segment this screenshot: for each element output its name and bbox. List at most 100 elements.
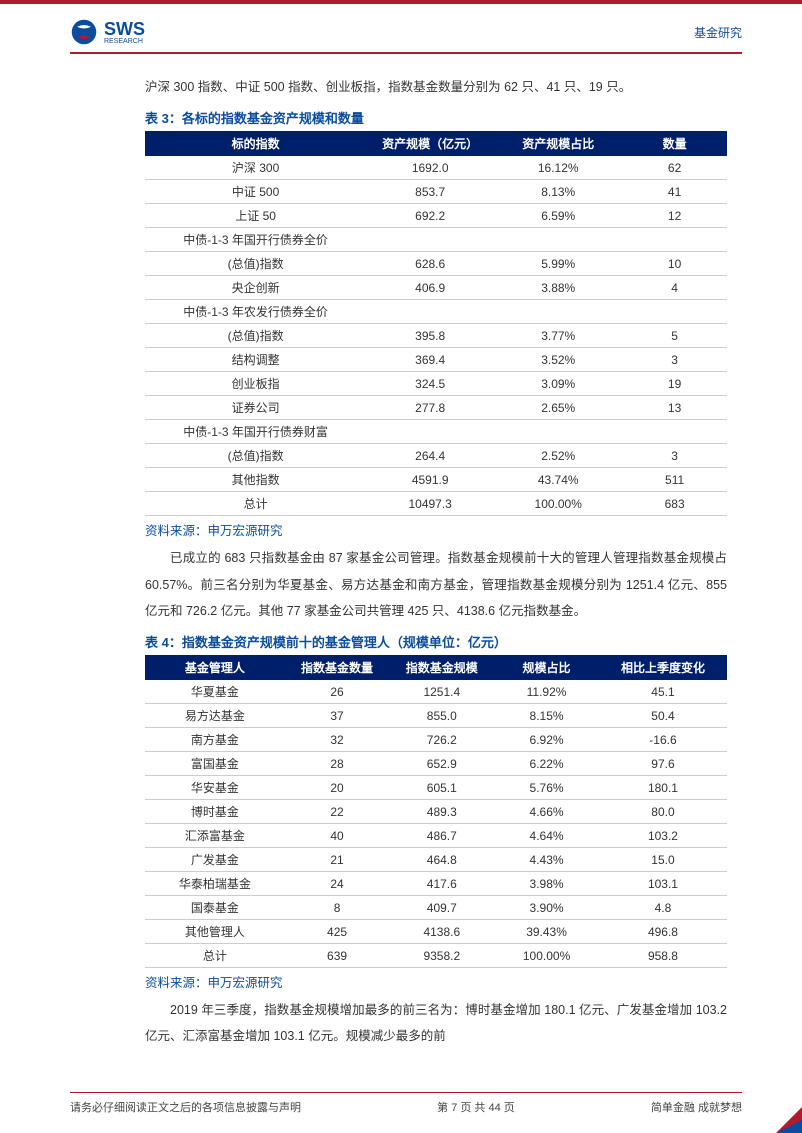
table-cell: 628.6 [366, 252, 494, 276]
table-cell: 100.00% [494, 944, 599, 968]
table-cell: 855.0 [389, 704, 494, 728]
table-row: 汇添富基金40486.74.64%103.2 [145, 824, 727, 848]
table-cell: 103.1 [599, 872, 727, 896]
table-cell: 中债-1-3 年国开行债券全价 [145, 228, 366, 252]
table-cell: (总值)指数 [145, 252, 366, 276]
table-row: 上证 50692.26.59%12 [145, 204, 727, 228]
table3-title: 表 3：各标的指数基金资产规模和数量 [145, 108, 727, 127]
table-cell: 富国基金 [145, 752, 285, 776]
table-cell: 10 [622, 252, 727, 276]
table-cell: 277.8 [366, 396, 494, 420]
table-cell: 22 [285, 800, 390, 824]
table-row: 中债-1-3 年国开行债券财富 [145, 420, 727, 444]
table-cell: 3.98% [494, 872, 599, 896]
table-row: 总计6399358.2100.00%958.8 [145, 944, 727, 968]
table-row: 华安基金20605.15.76%180.1 [145, 776, 727, 800]
table-cell: 41 [622, 180, 727, 204]
table-cell: 4.43% [494, 848, 599, 872]
table4-title: 表 4：指数基金资产规模前十的基金管理人（规模单位：亿元） [145, 632, 727, 651]
table-cell: 广发基金 [145, 848, 285, 872]
table-cell: 2.65% [494, 396, 622, 420]
table-cell [366, 300, 494, 324]
table-cell: 4591.9 [366, 468, 494, 492]
table-cell: 369.4 [366, 348, 494, 372]
table-cell: 中债-1-3 年国开行债券财富 [145, 420, 366, 444]
table-cell: 417.6 [389, 872, 494, 896]
table-row: 国泰基金8409.73.90%4.8 [145, 896, 727, 920]
table-cell: 652.9 [389, 752, 494, 776]
table-cell: 中债-1-3 年农发行债券全价 [145, 300, 366, 324]
table-cell: 324.5 [366, 372, 494, 396]
table-cell: 409.7 [389, 896, 494, 920]
table-cell: 97.6 [599, 752, 727, 776]
table-cell: 11.92% [494, 680, 599, 704]
table-cell: 39.43% [494, 920, 599, 944]
table-cell: 13 [622, 396, 727, 420]
table4: 基金管理人指数基金数量指数基金规模规模占比相比上季度变化 华夏基金261251.… [145, 655, 727, 968]
table-cell: 21 [285, 848, 390, 872]
table-cell: 10497.3 [366, 492, 494, 516]
table-cell [622, 300, 727, 324]
table-cell: 3.52% [494, 348, 622, 372]
table-cell: 博时基金 [145, 800, 285, 824]
table-cell: 425 [285, 920, 390, 944]
table-cell [622, 228, 727, 252]
table-cell: 464.8 [389, 848, 494, 872]
logo-main-text: SWS [104, 19, 145, 39]
table4-source: 资料来源：申万宏源研究 [145, 972, 727, 991]
intro-paragraph: 沪深 300 指数、中证 500 指数、创业板指，指数基金数量分别为 62 只、… [145, 74, 727, 100]
end-paragraph: 2019 年三季度，指数基金规模增加最多的前三名为：博时基金增加 180.1 亿… [145, 997, 727, 1050]
table-cell: 沪深 300 [145, 156, 366, 180]
table-header-cell: 指数基金数量 [285, 655, 390, 680]
table-row: 中债-1-3 年农发行债券全价 [145, 300, 727, 324]
table-cell: 华泰柏瑞基金 [145, 872, 285, 896]
table-cell: 中证 500 [145, 180, 366, 204]
table-cell: 1251.4 [389, 680, 494, 704]
footer-right: 简单金融 成就梦想 [651, 1099, 742, 1115]
table-cell: 180.1 [599, 776, 727, 800]
footer-left: 请务必仔细阅读正文之后的各项信息披露与声明 [70, 1099, 301, 1115]
table-cell: 3 [622, 348, 727, 372]
table-cell: 103.2 [599, 824, 727, 848]
table-header-cell: 资产规模占比 [494, 131, 622, 156]
table-row: 其他指数4591.943.74%511 [145, 468, 727, 492]
table-cell: 45.1 [599, 680, 727, 704]
table-cell: 3.09% [494, 372, 622, 396]
table-cell [494, 300, 622, 324]
table-row: 总计10497.3100.00%683 [145, 492, 727, 516]
table-row: (总值)指数395.83.77%5 [145, 324, 727, 348]
logo: SWS RESEARCH [70, 18, 145, 46]
table-cell: 32 [285, 728, 390, 752]
table-cell: 4.64% [494, 824, 599, 848]
table-cell [366, 228, 494, 252]
table-row: 其他管理人4254138.639.43%496.8 [145, 920, 727, 944]
table-row: 博时基金22489.34.66%80.0 [145, 800, 727, 824]
table-cell: 50.4 [599, 704, 727, 728]
table-cell: 496.8 [599, 920, 727, 944]
table-cell: 5.99% [494, 252, 622, 276]
table-header-cell: 指数基金规模 [389, 655, 494, 680]
table-cell: 639 [285, 944, 390, 968]
page-header: SWS RESEARCH 基金研究 [0, 4, 802, 52]
table-cell: 3.90% [494, 896, 599, 920]
table-cell: 26 [285, 680, 390, 704]
table-cell: 6.92% [494, 728, 599, 752]
table-row: 央企创新406.93.88%4 [145, 276, 727, 300]
table-cell: 12 [622, 204, 727, 228]
table-cell: 43.74% [494, 468, 622, 492]
table-header-cell: 数量 [622, 131, 727, 156]
table-cell: 上证 50 [145, 204, 366, 228]
table-cell: 511 [622, 468, 727, 492]
table-cell: 汇添富基金 [145, 824, 285, 848]
table-cell: 证券公司 [145, 396, 366, 420]
table-row: 富国基金28652.96.22%97.6 [145, 752, 727, 776]
table-header-cell: 资产规模（亿元） [366, 131, 494, 156]
table-cell: 1692.0 [366, 156, 494, 180]
table-cell: 489.3 [389, 800, 494, 824]
table-cell: 16.12% [494, 156, 622, 180]
table-cell: 6.59% [494, 204, 622, 228]
table-cell: 683 [622, 492, 727, 516]
table-cell: 其他指数 [145, 468, 366, 492]
table-cell: 692.2 [366, 204, 494, 228]
table-cell: 406.9 [366, 276, 494, 300]
